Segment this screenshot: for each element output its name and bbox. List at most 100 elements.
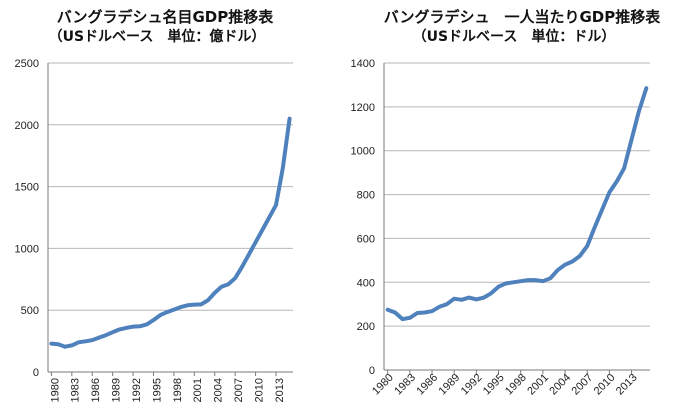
percapita-data-point: [386, 308, 390, 312]
nominal-data-point: [145, 322, 149, 326]
percapita-data-point: [570, 260, 574, 264]
percapita-data-point: [578, 254, 582, 258]
percapita-y-tick-label: 1400: [351, 58, 375, 70]
nominal-y-tick-label: 500: [21, 305, 39, 317]
nominal-data-point: [63, 345, 67, 349]
nominal-data-point: [138, 324, 142, 328]
percapita-data-point: [600, 208, 604, 212]
nominal-data-point: [192, 303, 196, 307]
nominal-x-tick-label: 2013: [274, 378, 286, 402]
nominal-x-tick-label: 1995: [151, 378, 163, 402]
nominal-data-point: [131, 325, 135, 329]
percapita-x-tick-label: 2007: [570, 372, 596, 398]
nominal-data-point: [165, 310, 169, 314]
percapita-data-point: [563, 263, 567, 267]
percapita-data-point: [644, 86, 648, 90]
percapita-data-point: [489, 291, 493, 295]
nominal-data-point: [254, 240, 258, 244]
percapita-x-tick-label: 1989: [437, 372, 463, 398]
nominal-data-point: [213, 291, 217, 295]
percapita-chart-title: バングラデシュ 一人当たりGDP推移表: [384, 8, 662, 26]
nominal-x-tick-label: 1998: [172, 378, 184, 402]
nominal-data-point: [281, 166, 285, 170]
nominal-x-tick-label: 1980: [49, 378, 61, 402]
nominal-data-point: [111, 330, 115, 334]
percapita-y-tick-label: 400: [357, 277, 375, 289]
nominal-x-tick-label: 1989: [111, 378, 123, 402]
percapita-data-point: [445, 302, 449, 306]
percapita-x-tick-label: 2010: [592, 372, 618, 398]
chart-gdp-per-capita: バングラデシュ 一人当たりGDP推移表 （USドルベース 単位：ドル） 0 200 40…: [337, 0, 674, 411]
nominal-data-point: [124, 326, 128, 330]
percapita-data-point: [615, 179, 619, 183]
percapita-x-tick-label: 2001: [525, 372, 551, 398]
nominal-y-tick-label: 0: [33, 367, 39, 379]
nominal-data-point: [199, 302, 203, 306]
nominal-chart-title: バングラデシュ名目GDP推移表: [57, 8, 275, 26]
nominal-data-point: [274, 203, 278, 207]
nominal-data-point: [90, 338, 94, 342]
percapita-data-point: [408, 316, 412, 320]
nominal-y-tick-label: 2000: [15, 120, 39, 132]
percapita-data-point: [430, 309, 434, 313]
nominal-data-point: [220, 285, 224, 289]
percapita-data-point: [460, 298, 464, 302]
percapita-x-tick-label: 1998: [503, 372, 529, 398]
nominal-x-tick-label: 1992: [131, 378, 143, 402]
percapita-data-point: [526, 278, 530, 282]
nominal-data-point: [206, 298, 210, 302]
nominal-data-point: [77, 340, 81, 344]
nominal-y-tick-label: 1000: [15, 243, 39, 255]
nominal-y-tick-label: 1500: [15, 182, 39, 194]
percapita-y-tick-label: 0: [369, 365, 375, 377]
nominal-x-tick-label: 2001: [192, 378, 204, 402]
percapita-data-point: [519, 279, 523, 283]
nominal-data-point: [152, 318, 156, 322]
nominal-data-point: [49, 342, 53, 346]
chart-nominal-gdp-svg: バングラデシュ名目GDP推移表 （USドルベース 単位：億ドル） 0 500 1000 1…: [15, 8, 293, 402]
nominal-data-point: [267, 216, 271, 220]
percapita-data-point: [607, 190, 611, 194]
percapita-data-point: [415, 311, 419, 315]
nominal-series-line: [49, 116, 292, 349]
percapita-data-point: [556, 268, 560, 272]
percapita-data-point: [401, 317, 405, 321]
nominal-data-point: [118, 327, 122, 331]
percapita-data-point: [437, 305, 441, 309]
percapita-series-line: [385, 86, 649, 322]
percapita-y-tick-label: 800: [357, 190, 375, 202]
nominal-x-tick-label: 1983: [70, 378, 82, 402]
percapita-data-point: [393, 311, 397, 315]
percapita-x-tick-label: 1992: [459, 372, 485, 398]
nominal-data-point: [56, 342, 60, 346]
percapita-data-point: [504, 281, 508, 285]
nominal-data-point: [172, 308, 176, 312]
nominal-x-tick-label: 2010: [253, 378, 265, 402]
percapita-chart-subtitle: （USドルベース 単位：ドル）: [413, 28, 616, 45]
percapita-y-tick-label: 600: [357, 233, 375, 245]
percapita-data-point: [541, 279, 545, 283]
percapita-data-point: [593, 226, 597, 230]
percapita-x-tick-label: 1995: [481, 372, 507, 398]
percapita-data-point: [622, 166, 626, 170]
percapita-x-tick-label: 2013: [614, 372, 640, 398]
nominal-data-point: [260, 228, 264, 232]
percapita-data-point: [548, 276, 552, 280]
percapita-y-tick-label: 1000: [351, 146, 375, 158]
percapita-data-point: [452, 297, 456, 301]
nominal-chart-subtitle: （USドルベース 単位：億ドル）: [49, 28, 266, 45]
percapita-y-tick-label: 1200: [351, 102, 375, 114]
nominal-data-point: [83, 339, 87, 343]
percapita-data-point: [482, 296, 486, 300]
nominal-data-point: [186, 303, 190, 307]
percapita-data-point: [630, 138, 634, 142]
percapita-x-tick-label: 1983: [392, 372, 418, 398]
nominal-data-point: [240, 265, 244, 269]
nominal-data-point: [226, 282, 230, 286]
nominal-data-point: [158, 313, 162, 317]
nominal-data-point: [104, 333, 108, 337]
percapita-data-point: [497, 285, 501, 289]
percapita-data-point: [423, 311, 427, 315]
nominal-data-point: [179, 305, 183, 309]
nominal-data-point: [233, 276, 237, 280]
